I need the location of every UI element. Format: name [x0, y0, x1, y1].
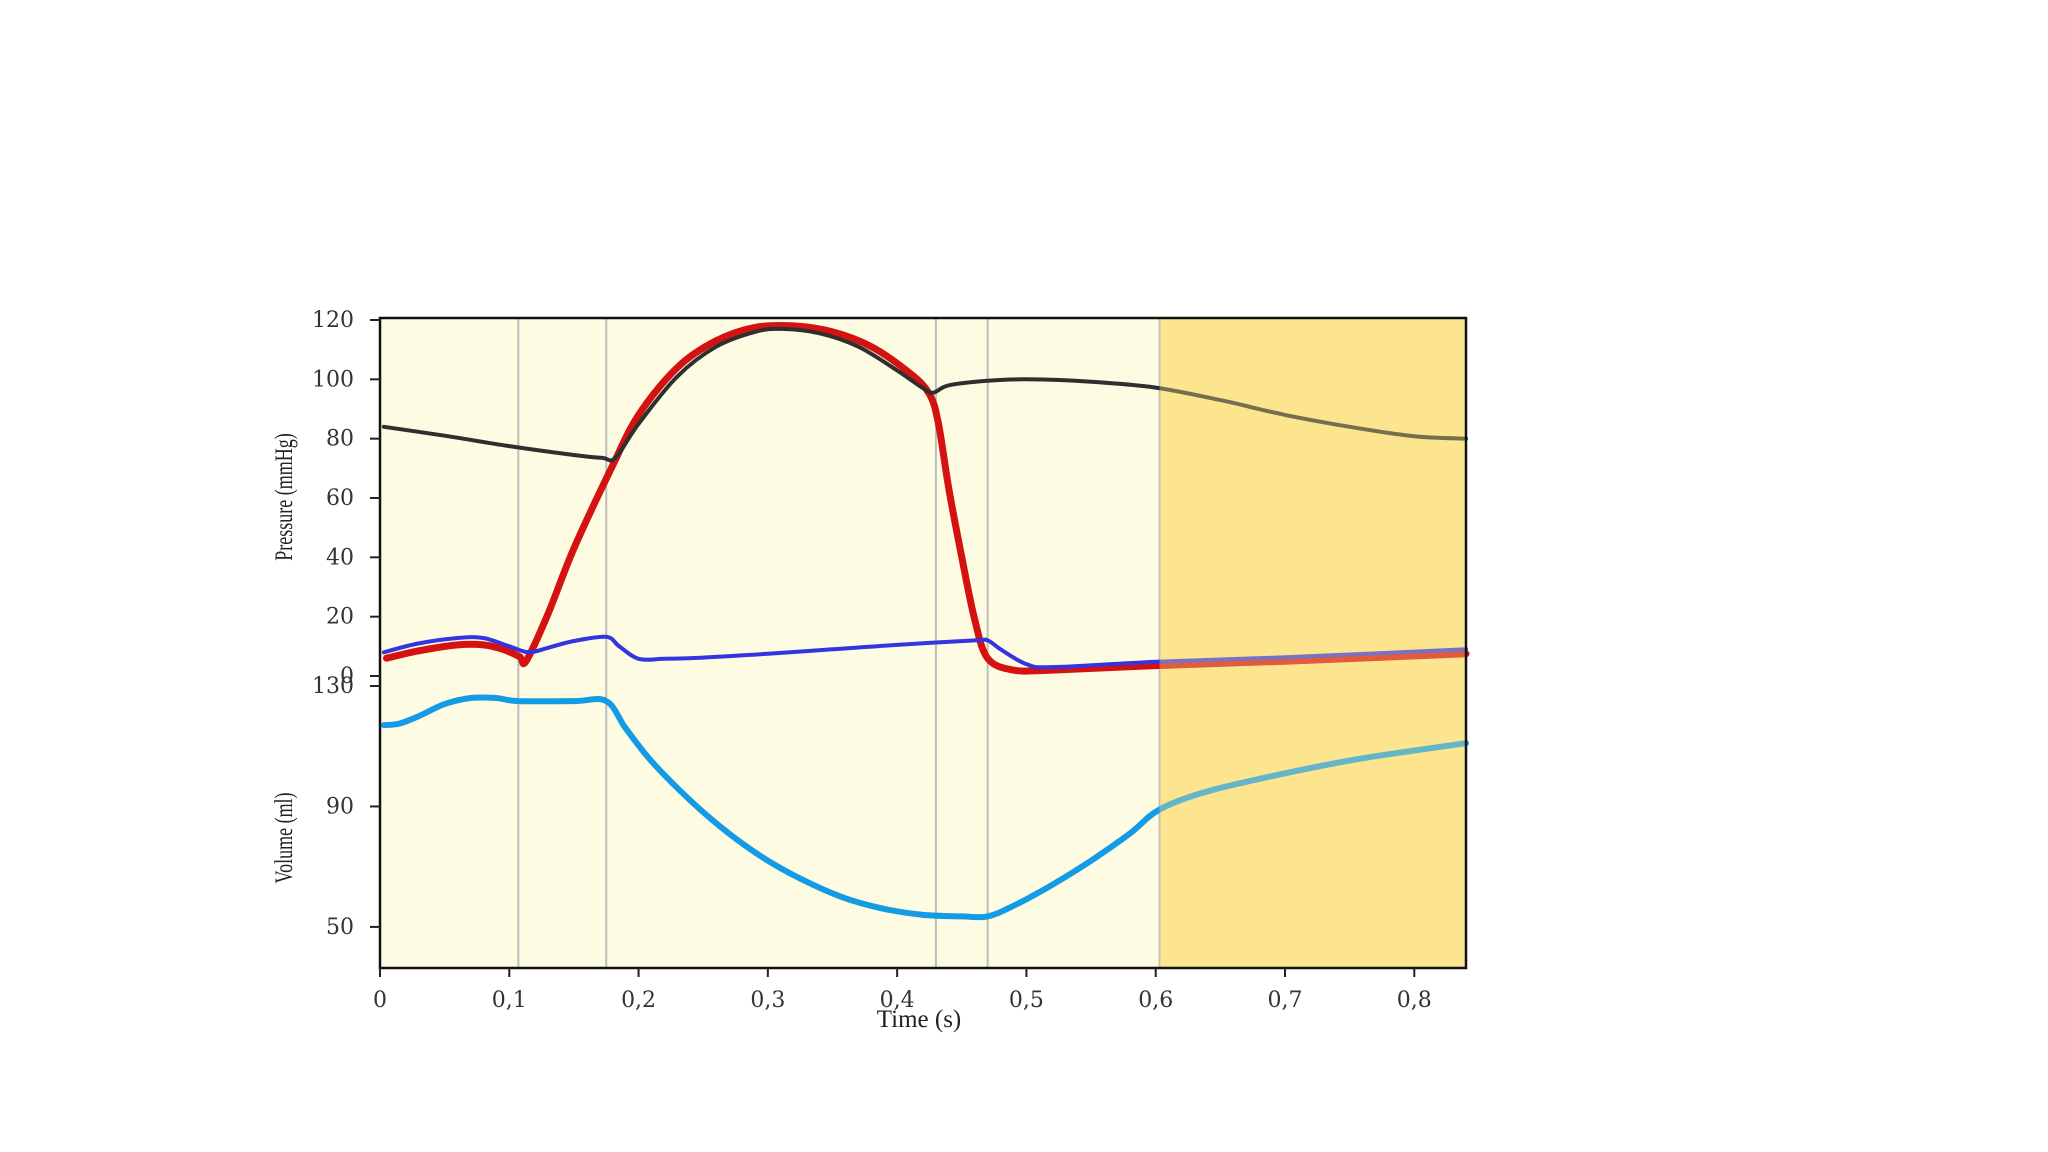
y-tick-label-panel1-2: 40 — [326, 545, 354, 570]
x-tick-label-0: 0 — [373, 988, 387, 1013]
y-tick-label-panel1-4: 80 — [326, 427, 354, 452]
x-tick-label-8: 0,8 — [1397, 988, 1432, 1013]
y-tick-label-panel1-3: 60 — [326, 486, 354, 511]
x-tick-label-2: 0,2 — [621, 988, 656, 1013]
x-tick-label-4: 0,4 — [880, 988, 915, 1013]
volume-axis-title: Volume (ml) — [270, 792, 298, 883]
y-tick-label-panel2-0: 50 — [326, 915, 354, 940]
plot-frame — [378, 316, 1468, 970]
series-line-panel1-3 — [381, 634, 1468, 670]
series-layer — [380, 318, 1470, 968]
y-tick-label-panel1-6: 120 — [312, 308, 354, 333]
x-tick-label-5: 0,5 — [1009, 988, 1044, 1013]
x-axis-title: Time (s) — [877, 1006, 962, 1033]
series-line-panel1-2 — [381, 326, 1468, 463]
plot-border — [378, 316, 1468, 970]
y-tick-label-panel1-0: 0 — [340, 664, 354, 689]
x-tick-label-7: 0,7 — [1268, 988, 1303, 1013]
shaded-phase-region — [1159, 318, 1466, 968]
y-tick-label-panel2-1: 90 — [326, 794, 354, 819]
series-line-panel2-1 — [380, 694, 1469, 921]
series-line-panel1-1 — [383, 321, 1470, 675]
x-tick-label-6: 0,6 — [1138, 988, 1173, 1013]
pressure-axis-title: Pressure (mmHg) — [270, 433, 298, 560]
y-tick-label-panel2-2: 130 — [312, 674, 354, 699]
x-tick-label-3: 0,3 — [750, 988, 785, 1013]
axes: 0 0,1 0,2 0,3 0,4 0,5 0,6 0,7 0,8 0 20 40 60 80 100 120… — [312, 308, 1432, 1013]
x-tick-label-1: 0,1 — [492, 988, 527, 1013]
shaded-region-overlay — [1159, 318, 1466, 968]
y-tick-label-panel1-1: 20 — [326, 605, 354, 630]
y-tick-label-panel1-5: 100 — [312, 367, 354, 392]
